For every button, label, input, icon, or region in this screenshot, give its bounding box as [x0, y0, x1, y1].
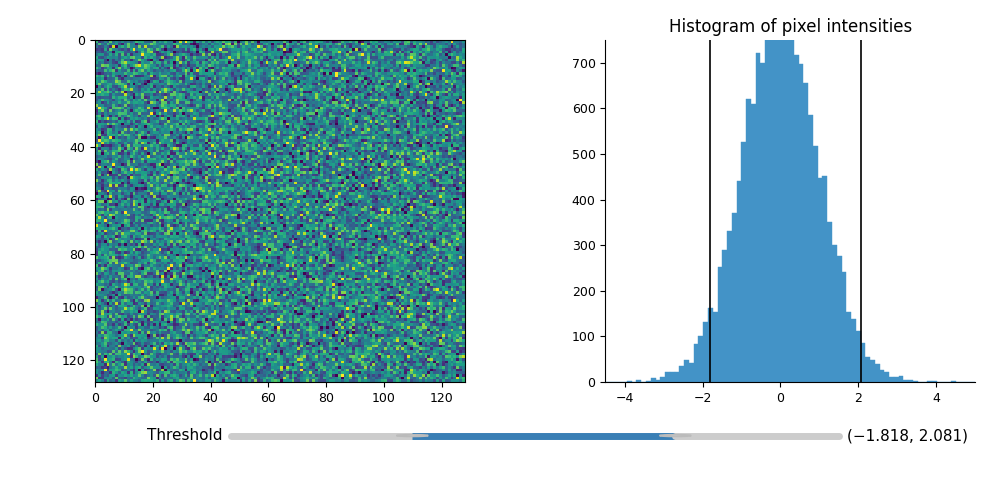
Bar	[670, 372, 675, 382]
Bar	[851, 320, 856, 382]
Bar	[808, 115, 813, 382]
Bar	[722, 250, 727, 382]
Bar	[651, 378, 656, 382]
Bar	[861, 342, 865, 382]
Bar	[627, 381, 632, 382]
Bar	[713, 312, 718, 382]
Bar	[870, 360, 875, 382]
Bar	[799, 64, 803, 382]
Bar	[689, 362, 694, 382]
Bar	[751, 104, 756, 382]
Text: (−1.818, 2.081): (−1.818, 2.081)	[847, 428, 968, 443]
Bar	[708, 308, 713, 382]
Bar	[684, 360, 689, 382]
Bar	[865, 357, 870, 382]
Bar	[732, 213, 737, 382]
Bar	[775, 24, 780, 382]
Bar	[746, 100, 751, 382]
Bar	[656, 380, 660, 382]
Bar	[903, 380, 908, 382]
Circle shape	[660, 434, 691, 436]
Bar	[846, 312, 851, 382]
Bar	[694, 344, 698, 382]
Bar	[698, 336, 703, 382]
Bar	[837, 256, 842, 382]
Bar	[636, 380, 641, 382]
Bar	[703, 322, 708, 382]
Bar	[718, 268, 722, 382]
Bar	[789, 30, 794, 382]
Bar	[660, 377, 665, 382]
Circle shape	[397, 434, 428, 436]
Bar	[884, 372, 889, 382]
Bar	[780, 11, 784, 382]
Bar	[842, 272, 846, 382]
Bar	[737, 182, 741, 382]
Bar	[665, 372, 670, 382]
Bar	[832, 245, 837, 382]
Bar	[908, 380, 913, 382]
Bar	[856, 331, 861, 382]
Bar	[794, 56, 799, 382]
Title: Histogram of pixel intensities: Histogram of pixel intensities	[669, 18, 912, 36]
Bar	[675, 372, 679, 382]
Bar	[880, 370, 884, 382]
Bar	[813, 146, 818, 382]
Bar	[899, 376, 903, 382]
Bar	[822, 176, 827, 382]
Bar	[803, 84, 808, 382]
Bar	[889, 378, 894, 382]
Bar	[679, 366, 684, 382]
Bar	[875, 364, 880, 382]
Bar	[894, 378, 899, 382]
Bar	[765, 34, 770, 382]
Bar	[827, 222, 832, 382]
Bar	[760, 63, 765, 382]
Bar	[727, 230, 732, 382]
Bar	[756, 53, 760, 382]
Text: Threshold: Threshold	[147, 428, 223, 443]
Bar	[913, 381, 918, 382]
Bar	[770, 21, 775, 382]
Bar	[818, 178, 822, 382]
Bar	[741, 142, 746, 382]
Bar	[784, 20, 789, 382]
